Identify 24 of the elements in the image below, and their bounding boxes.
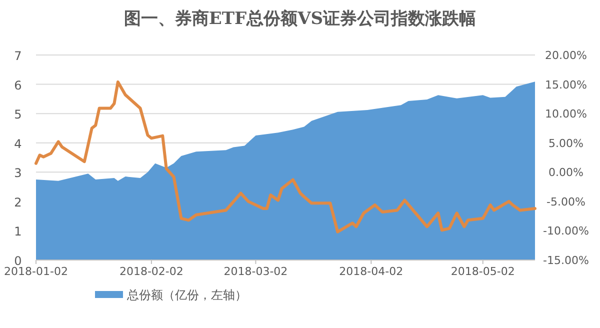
line-series xyxy=(34,80,536,234)
x-tick-label: 2018-04-02 xyxy=(339,265,404,278)
y-tick-label: 6 xyxy=(14,78,22,92)
y-tick-label: 4 xyxy=(14,136,22,151)
y2-tick-label: 5.00% xyxy=(548,136,584,150)
y2-tick-label: 0.00% xyxy=(548,166,584,180)
y2-tick-label: 15.00% xyxy=(545,78,587,92)
legend-label: 总份额（亿份，左轴） xyxy=(126,288,247,302)
y2-tick-label: -10.00% xyxy=(543,224,589,238)
y2-tick-label: -15.00% xyxy=(543,254,589,267)
x-tick-label: 2018-03-02 xyxy=(224,265,288,278)
y-tick-label: 7 xyxy=(14,49,22,63)
y-tick-label: 5 xyxy=(14,108,22,122)
y-tick-label: 0 xyxy=(14,254,22,268)
chart-title: 图一、券商ETF总份额VS证券公司指数涨跌幅 xyxy=(124,9,476,29)
x-tick-label: 2018-01-02 xyxy=(4,265,68,278)
y-tick-label: 2 xyxy=(14,195,22,210)
x-tick-label: 2018-05-02 xyxy=(450,265,515,278)
y2-tick-label: 20.00% xyxy=(545,49,587,62)
y2-tick-label: 10.00% xyxy=(545,108,587,121)
y2-tick-label: -5.00% xyxy=(546,195,586,208)
y-tick-label: 1 xyxy=(14,224,22,239)
y-tick-label: 3 xyxy=(14,166,22,180)
x-tick-label: 2018-02-02 xyxy=(119,265,184,278)
